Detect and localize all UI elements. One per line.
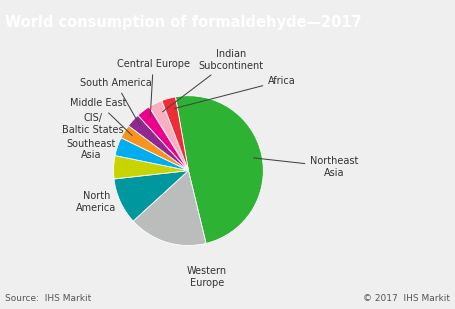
Text: World consumption of formaldehyde—2017: World consumption of formaldehyde—2017 bbox=[5, 15, 362, 30]
Wedge shape bbox=[133, 171, 206, 246]
Text: Africa: Africa bbox=[174, 76, 296, 108]
Wedge shape bbox=[114, 155, 188, 179]
Wedge shape bbox=[115, 138, 188, 171]
Text: Middle East: Middle East bbox=[70, 98, 132, 136]
Wedge shape bbox=[176, 96, 263, 243]
Wedge shape bbox=[149, 100, 188, 171]
Text: Southeast
Asia: Southeast Asia bbox=[66, 139, 116, 160]
Text: North
America: North America bbox=[76, 191, 116, 213]
Wedge shape bbox=[162, 97, 188, 171]
Text: Western
Europe: Western Europe bbox=[187, 266, 227, 288]
Text: Source:  IHS Markit: Source: IHS Markit bbox=[5, 294, 92, 303]
Text: South America: South America bbox=[80, 78, 152, 125]
Text: Central Europe: Central Europe bbox=[117, 59, 190, 117]
Text: © 2017  IHS Markit: © 2017 IHS Markit bbox=[363, 294, 450, 303]
Wedge shape bbox=[138, 107, 188, 171]
Text: CIS/
Baltic States: CIS/ Baltic States bbox=[62, 113, 124, 135]
Wedge shape bbox=[121, 126, 188, 171]
Text: Northeast
Asia: Northeast Asia bbox=[253, 156, 359, 178]
Wedge shape bbox=[128, 115, 188, 171]
Wedge shape bbox=[114, 171, 188, 221]
Text: Indian
Subcontinent: Indian Subcontinent bbox=[162, 49, 264, 112]
